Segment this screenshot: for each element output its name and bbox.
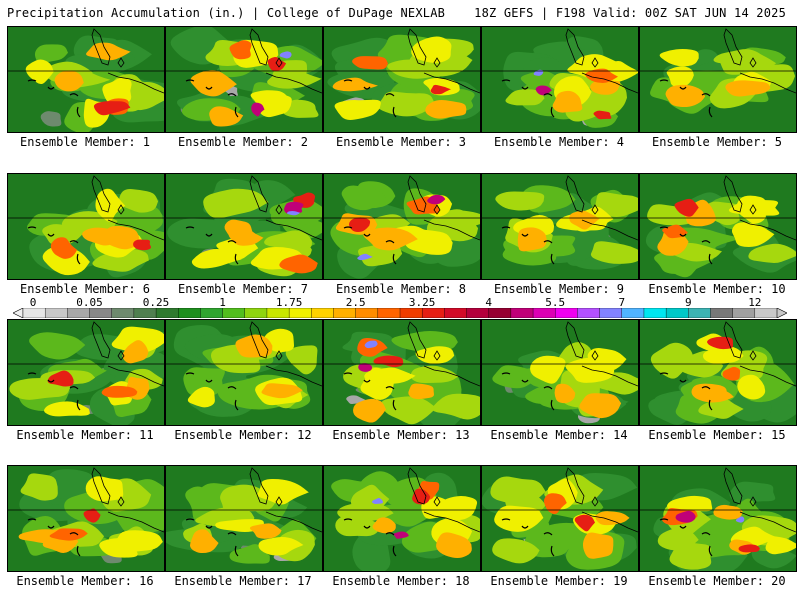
ensemble-member-map [323, 173, 481, 280]
colorbar-swatch [44, 308, 68, 318]
colorbar-swatch [421, 308, 445, 318]
ensemble-member-label: Ensemble Member: 13 [332, 428, 470, 442]
colorbar-swatch [333, 308, 357, 318]
colorbar-tick-label: 0.05 [76, 296, 103, 309]
ensemble-member-map [481, 319, 639, 426]
colorbar-swatch [377, 308, 401, 318]
ensemble-member-map [639, 465, 797, 572]
colorbar-swatch [178, 308, 202, 318]
ensemble-member-label: Ensemble Member: 18 [332, 574, 470, 588]
colorbar-swatch [710, 308, 734, 318]
colorbar-swatch [288, 308, 312, 318]
colorbar-swatch [89, 308, 113, 318]
precipitation-colorbar [13, 308, 787, 318]
colorbar-swatch [643, 308, 667, 318]
ensemble-member-map [165, 173, 323, 280]
colorbar-min-arrow [13, 308, 24, 318]
ensemble-member-label: Ensemble Member: 19 [490, 574, 628, 588]
colorbar-tick-label: 12 [748, 296, 762, 309]
ensemble-member-map [165, 465, 323, 572]
colorbar-tick-label: 0.25 [142, 296, 170, 309]
ensemble-member-label: Ensemble Member: 7 [177, 282, 309, 296]
ensemble-member-label: Ensemble Member: 10 [648, 282, 786, 296]
colorbar-tick-label: 2.5 [345, 296, 366, 309]
colorbar-tick-label: 4 [485, 296, 493, 309]
colorbar-swatch [555, 308, 579, 318]
ensemble-member-map [481, 173, 639, 280]
ensemble-member-label: Ensemble Member: 14 [490, 428, 628, 442]
colorbar-swatch [244, 308, 268, 318]
map-title: Precipitation Accumulation (in.) | Colle… [7, 6, 446, 20]
colorbar-swatch [311, 308, 335, 318]
colorbar-tick-label: 3.25 [408, 296, 436, 309]
ensemble-member-map [639, 319, 797, 426]
colorbar-swatch [22, 308, 46, 318]
colorbar-swatch [577, 308, 601, 318]
ensemble-member-label: Ensemble Member: 3 [335, 135, 467, 149]
colorbar-swatch [488, 308, 512, 318]
colorbar-swatch [466, 308, 490, 318]
ensemble-member-label: Ensemble Member: 5 [651, 135, 783, 149]
ensemble-member-map [7, 319, 165, 426]
ensemble-member-map [165, 319, 323, 426]
ensemble-member-map [481, 465, 639, 572]
ensemble-member-label: Ensemble Member: 15 [648, 428, 786, 442]
ensemble-member-label: Ensemble Member: 16 [16, 574, 154, 588]
colorbar-swatch [510, 308, 534, 318]
colorbar-tick-label: 7 [618, 296, 626, 309]
colorbar-swatch [355, 308, 379, 318]
ensemble-member-label: Ensemble Member: 4 [493, 135, 625, 149]
ensemble-member-label: Ensemble Member: 12 [174, 428, 312, 442]
colorbar-tick-label: 1 [219, 296, 226, 309]
colorbar-swatch [732, 308, 756, 318]
colorbar-swatch [111, 308, 135, 318]
colorbar-max-arrow [776, 308, 787, 318]
colorbar-swatch [532, 308, 556, 318]
colorbar-tick-label: 9 [684, 296, 692, 309]
colorbar-swatch [688, 308, 712, 318]
colorbar-swatch [67, 308, 91, 318]
colorbar-swatch [665, 308, 689, 318]
ensemble-member-map [7, 465, 165, 572]
ensemble-member-label: Ensemble Member: 2 [177, 135, 309, 149]
ensemble-member-map [323, 319, 481, 426]
ensemble-member-label: Ensemble Member: 1 [19, 135, 151, 149]
ensemble-member-map [481, 26, 639, 133]
ensemble-member-map [7, 173, 165, 280]
ensemble-member-map [639, 173, 797, 280]
colorbar-swatch [621, 308, 645, 318]
ensemble-member-map [323, 465, 481, 572]
colorbar-swatch [444, 308, 468, 318]
ensemble-member-label: Ensemble Member: 8 [335, 282, 467, 296]
colorbar-swatch [399, 308, 423, 318]
ensemble-member-label: Ensemble Member: 17 [174, 574, 312, 588]
colorbar-tick-label: 1.75 [275, 296, 303, 309]
ensemble-member-map [165, 26, 323, 133]
ensemble-member-label: Ensemble Member: 20 [648, 574, 786, 588]
ensemble-member-label: Ensemble Member: 6 [19, 282, 151, 296]
colorbar-swatch [222, 308, 246, 318]
ensemble-member-map [7, 26, 165, 133]
colorbar-swatch [599, 308, 623, 318]
colorbar-swatch [266, 308, 290, 318]
ensemble-member-label: Ensemble Member: 11 [16, 428, 154, 442]
ensemble-member-map [323, 26, 481, 133]
colorbar-tick-label: 5.5 [545, 296, 566, 309]
colorbar-tick-label: 0 [29, 296, 37, 309]
colorbar-swatch [754, 308, 778, 318]
colorbar-swatch [200, 308, 224, 318]
colorbar-swatch [155, 308, 179, 318]
model-run-valid-time: 18Z GEFS | F198 Valid: 00Z SAT JUN 14 20… [474, 6, 786, 20]
ensemble-member-label: Ensemble Member: 9 [493, 282, 625, 296]
ensemble-member-map [639, 26, 797, 133]
colorbar-swatch [133, 308, 157, 318]
